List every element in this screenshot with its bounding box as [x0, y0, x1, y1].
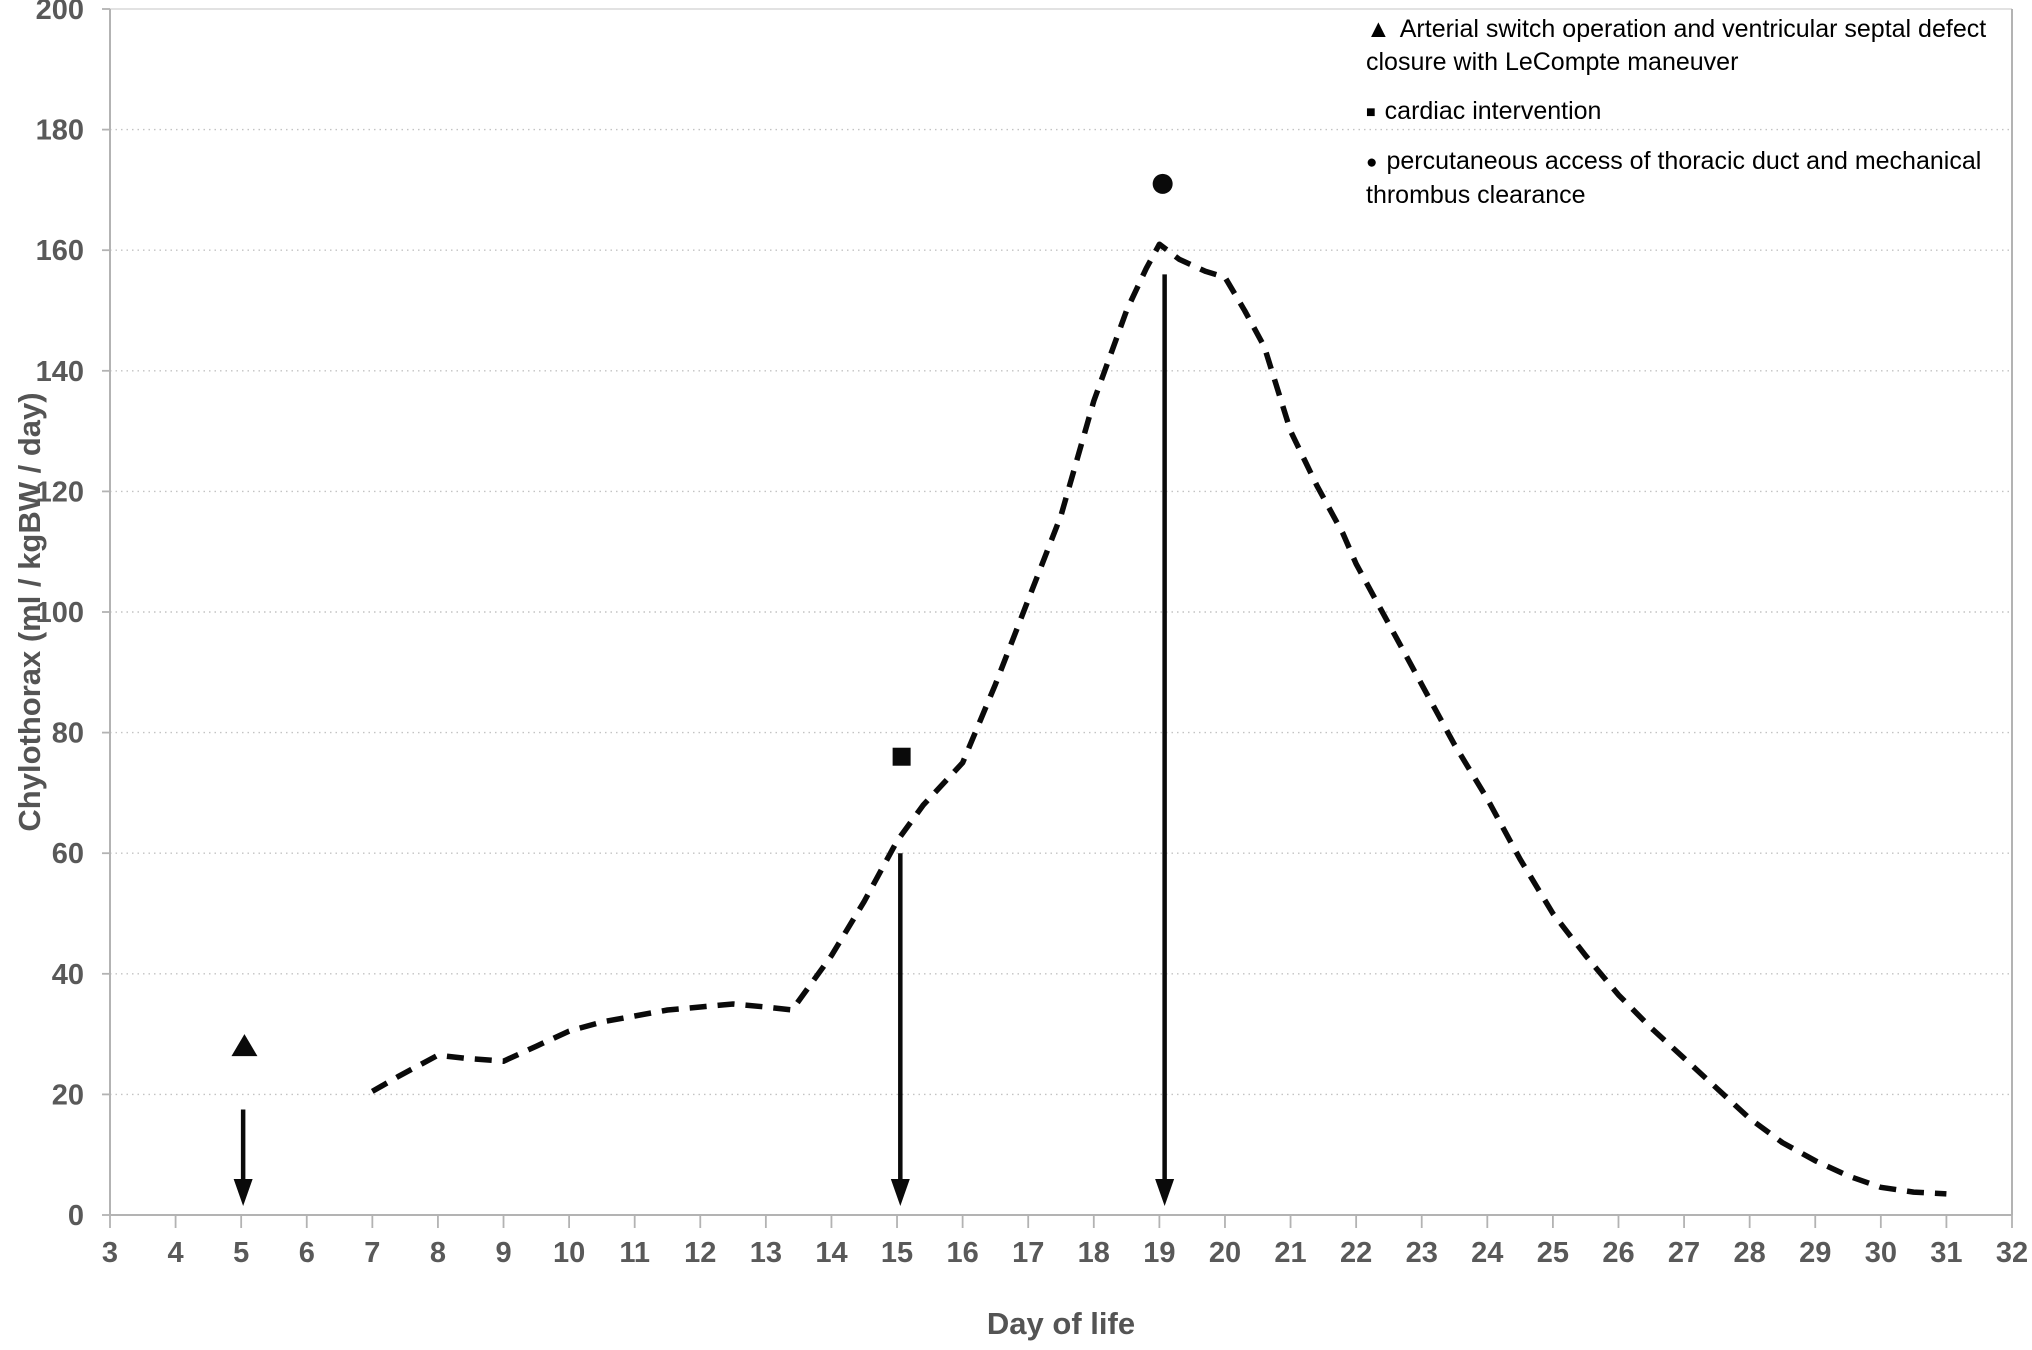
y-tick-label: 120: [36, 476, 84, 508]
x-tick-label: 4: [168, 1237, 184, 1269]
y-tick-label: 140: [36, 356, 84, 388]
legend: ▲ Arterial switch operation and ventricul…: [1366, 13, 1998, 228]
x-tick-label: 18: [1078, 1237, 1110, 1269]
x-tick-label: 24: [1471, 1237, 1503, 1269]
x-tick-label: 7: [364, 1237, 380, 1269]
x-tick-label: 20: [1209, 1237, 1241, 1269]
x-axis-title: Day of life: [986, 1306, 1136, 1341]
x-tick-label: 3: [102, 1237, 118, 1269]
legend-label: percutaneous access of thoracic duct and…: [1366, 147, 1982, 209]
x-tick-label: 25: [1537, 1237, 1569, 1269]
x-tick-label: 9: [495, 1237, 511, 1269]
x-tick-label: 17: [1012, 1237, 1044, 1269]
y-tick-label: 40: [52, 959, 84, 991]
marker-circle: [1152, 173, 1173, 194]
x-tick-label: 29: [1799, 1237, 1831, 1269]
marker-triangle: [231, 1034, 258, 1057]
x-tick-label: 10: [553, 1237, 585, 1269]
legend-item-thoracic-duct-access: ● percutaneous access of thoracic duct an…: [1366, 145, 1998, 212]
y-tick-label: 200: [36, 0, 84, 26]
x-tick-label: 27: [1668, 1237, 1700, 1269]
square-icon: ■: [1366, 104, 1376, 121]
y-tick-label: 160: [36, 235, 84, 267]
triangle-icon: ▲: [1366, 15, 1391, 43]
legend-item-cardiac-intervention: ■ cardiac intervention: [1366, 95, 1998, 129]
x-tick-label: 5: [233, 1237, 249, 1269]
legend-item-arterial-switch: ▲ Arterial switch operation and ventricul…: [1366, 13, 1998, 79]
x-tick-label: 32: [1996, 1237, 2028, 1269]
x-tick-label: 19: [1143, 1237, 1175, 1269]
y-tick-label: 180: [36, 115, 84, 147]
x-tick-label: 13: [750, 1237, 782, 1269]
circle-icon: ●: [1366, 152, 1378, 173]
x-tick-label: 26: [1602, 1237, 1634, 1269]
y-tick-label: 100: [36, 597, 84, 629]
x-tick-label: 30: [1865, 1237, 1897, 1269]
y-tick-label: 0: [68, 1200, 84, 1232]
y-tick-label: 60: [52, 838, 84, 870]
y-tick-label: 20: [52, 1079, 84, 1111]
x-tick-label: 22: [1340, 1237, 1372, 1269]
y-tick-label: 80: [52, 718, 84, 750]
x-tick-label: 15: [881, 1237, 913, 1269]
x-tick-label: 21: [1274, 1237, 1306, 1269]
marker-square: [892, 747, 911, 766]
x-tick-label: 14: [815, 1237, 847, 1269]
x-tick-label: 12: [684, 1237, 716, 1269]
x-tick-label: 11: [619, 1237, 650, 1269]
x-tick-label: 23: [1406, 1237, 1438, 1269]
event-arrowhead-1: [233, 1178, 253, 1206]
event-arrowhead-3: [1155, 1178, 1175, 1206]
y-axis-title: Chylothorax (ml / kgBW / day): [12, 392, 47, 832]
legend-label: Arterial switch operation and ventricula…: [1366, 15, 1987, 76]
x-tick-label: 8: [430, 1237, 446, 1269]
x-tick-label: 28: [1734, 1237, 1766, 1269]
x-tick-label: 6: [299, 1237, 315, 1269]
x-tick-label: 16: [946, 1237, 978, 1269]
series-line-chylothorax-output: [370, 241, 1947, 1197]
x-tick-label: 31: [1930, 1237, 1962, 1269]
event-arrowhead-2: [890, 1178, 910, 1206]
legend-label: cardiac intervention: [1384, 97, 1602, 125]
